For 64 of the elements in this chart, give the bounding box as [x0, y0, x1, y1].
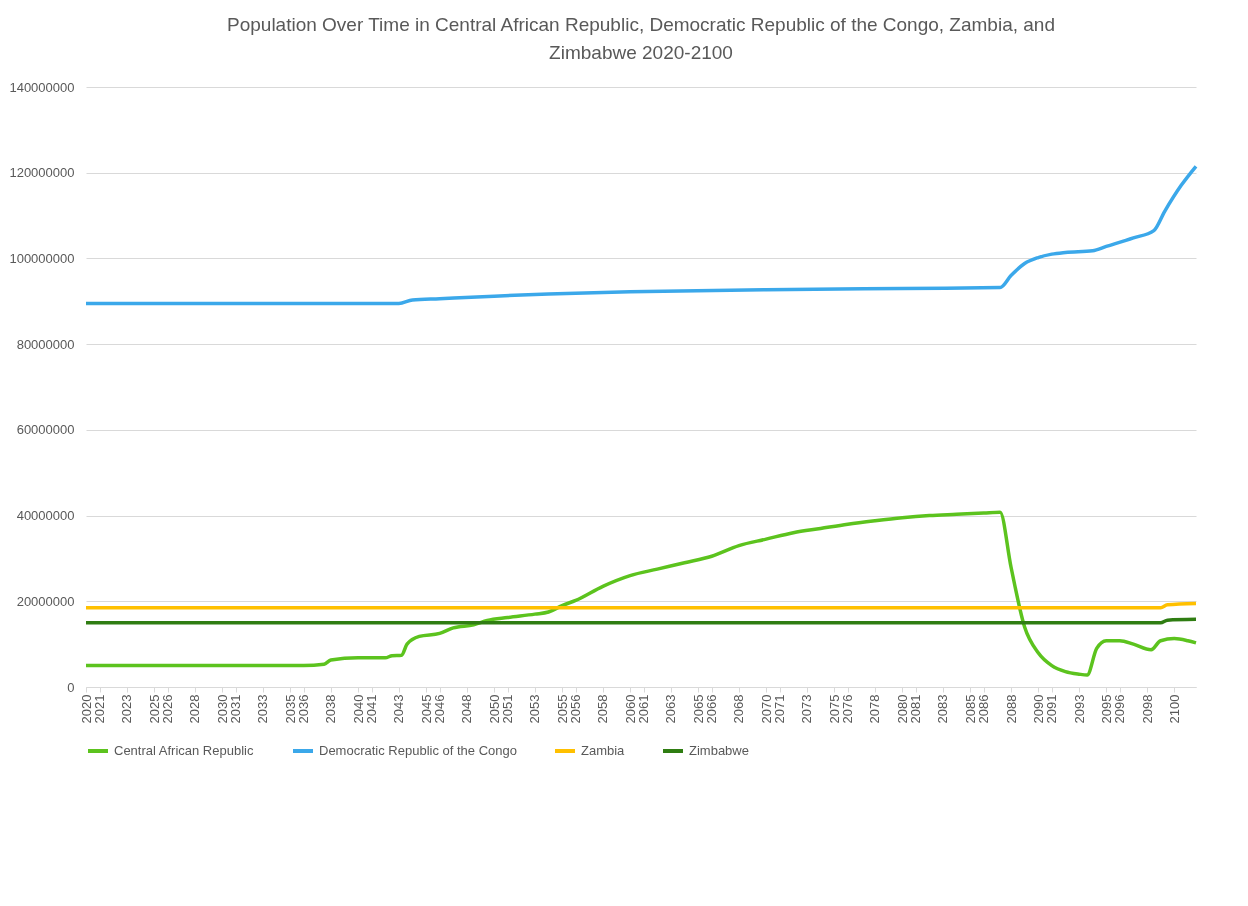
x-tick-label: 2035 — [282, 694, 298, 724]
x-tick-label: 2065 — [690, 694, 706, 724]
x-tick-label: 2095 — [1098, 694, 1114, 724]
x-tick-label: 2093 — [1071, 694, 1087, 724]
y-tick-label: 40000000 — [16, 508, 75, 524]
y-tick-label: 80000000 — [16, 336, 75, 352]
x-tick-label: 2028 — [187, 694, 203, 724]
x-tick-label: 2038 — [323, 694, 339, 724]
x-tick-label: 2025 — [146, 694, 162, 724]
x-tick-label: 2070 — [758, 694, 774, 724]
x-tick-label: 2068 — [731, 694, 747, 724]
legend-label: Zambia — [581, 743, 626, 758]
x-tick-label: 2036 — [296, 694, 312, 724]
x-tick-label: 2081 — [908, 694, 924, 724]
x-tick-label: 2063 — [663, 694, 679, 724]
x-tick-label: 2033 — [255, 694, 271, 724]
x-tick-label: 2058 — [595, 694, 611, 724]
x-tick-label: 2031 — [228, 694, 244, 724]
x-tick-label: 2023 — [119, 694, 135, 724]
x-tick-label: 2085 — [962, 694, 978, 724]
x-tick-label: 2088 — [1003, 694, 1019, 724]
x-tick-label: 2060 — [622, 694, 638, 724]
x-tick-label: 2030 — [214, 694, 230, 724]
line-series — [84, 510, 1198, 677]
chart-title: Population Over Time in Central African Republic, Democratic Republic of the Congo, Zambia, and Zimbabwe 2020-2100 — [227, 14, 1055, 63]
x-tick-label: 2066 — [704, 694, 720, 724]
x-tick-label: 2056 — [568, 694, 584, 724]
x-tick-label: 2048 — [459, 694, 475, 724]
y-tick-label: 0 — [67, 679, 75, 695]
x-tick-label: 2086 — [976, 694, 992, 724]
x-tick-label: 2045 — [418, 694, 434, 724]
x-tick-label: 2071 — [772, 694, 788, 724]
x-tick-label: 2073 — [799, 694, 815, 724]
x-tick-label: 2041 — [364, 694, 380, 724]
x-tick-label: 2050 — [486, 694, 502, 724]
y-tick-label: 20000000 — [16, 593, 75, 609]
x-tick-label: 2090 — [1030, 694, 1046, 724]
x-tick-label: 2091 — [1044, 694, 1060, 724]
y-tick-label: 100000000 — [9, 250, 75, 266]
x-tick-label: 2061 — [636, 694, 652, 724]
legend-label: Zimbabwe — [689, 743, 749, 758]
line-series — [84, 164, 1198, 306]
x-tick-label: 2026 — [160, 694, 176, 724]
x-tick-label: 2040 — [350, 694, 366, 724]
y-tick-label: 120000000 — [9, 165, 75, 181]
y-tick-label: 140000000 — [9, 79, 75, 95]
x-tick-label: 2020 — [78, 694, 94, 724]
x-tick-label: 2100 — [1166, 694, 1182, 724]
x-tick-label: 2021 — [92, 694, 108, 724]
x-tick-label: 2076 — [840, 694, 856, 724]
x-tick-label: 2075 — [826, 694, 842, 724]
x-tick-label: 2043 — [391, 694, 407, 724]
x-tick-label: 2055 — [554, 694, 570, 724]
x-tick-label: 2053 — [527, 694, 543, 724]
legend-label: Central African Republic — [114, 743, 254, 758]
x-tick-label: 2078 — [867, 694, 883, 724]
x-tick-label: 2051 — [500, 694, 516, 724]
x-tick-label: 2080 — [894, 694, 910, 724]
x-tick-label: 2046 — [432, 694, 448, 724]
x-tick-label: 2083 — [935, 694, 951, 724]
y-tick-label: 60000000 — [16, 422, 75, 438]
x-tick-label: 2096 — [1112, 694, 1128, 724]
x-tick-label: 2098 — [1139, 694, 1155, 724]
legend-label: Democratic Republic of the Congo — [319, 743, 517, 758]
